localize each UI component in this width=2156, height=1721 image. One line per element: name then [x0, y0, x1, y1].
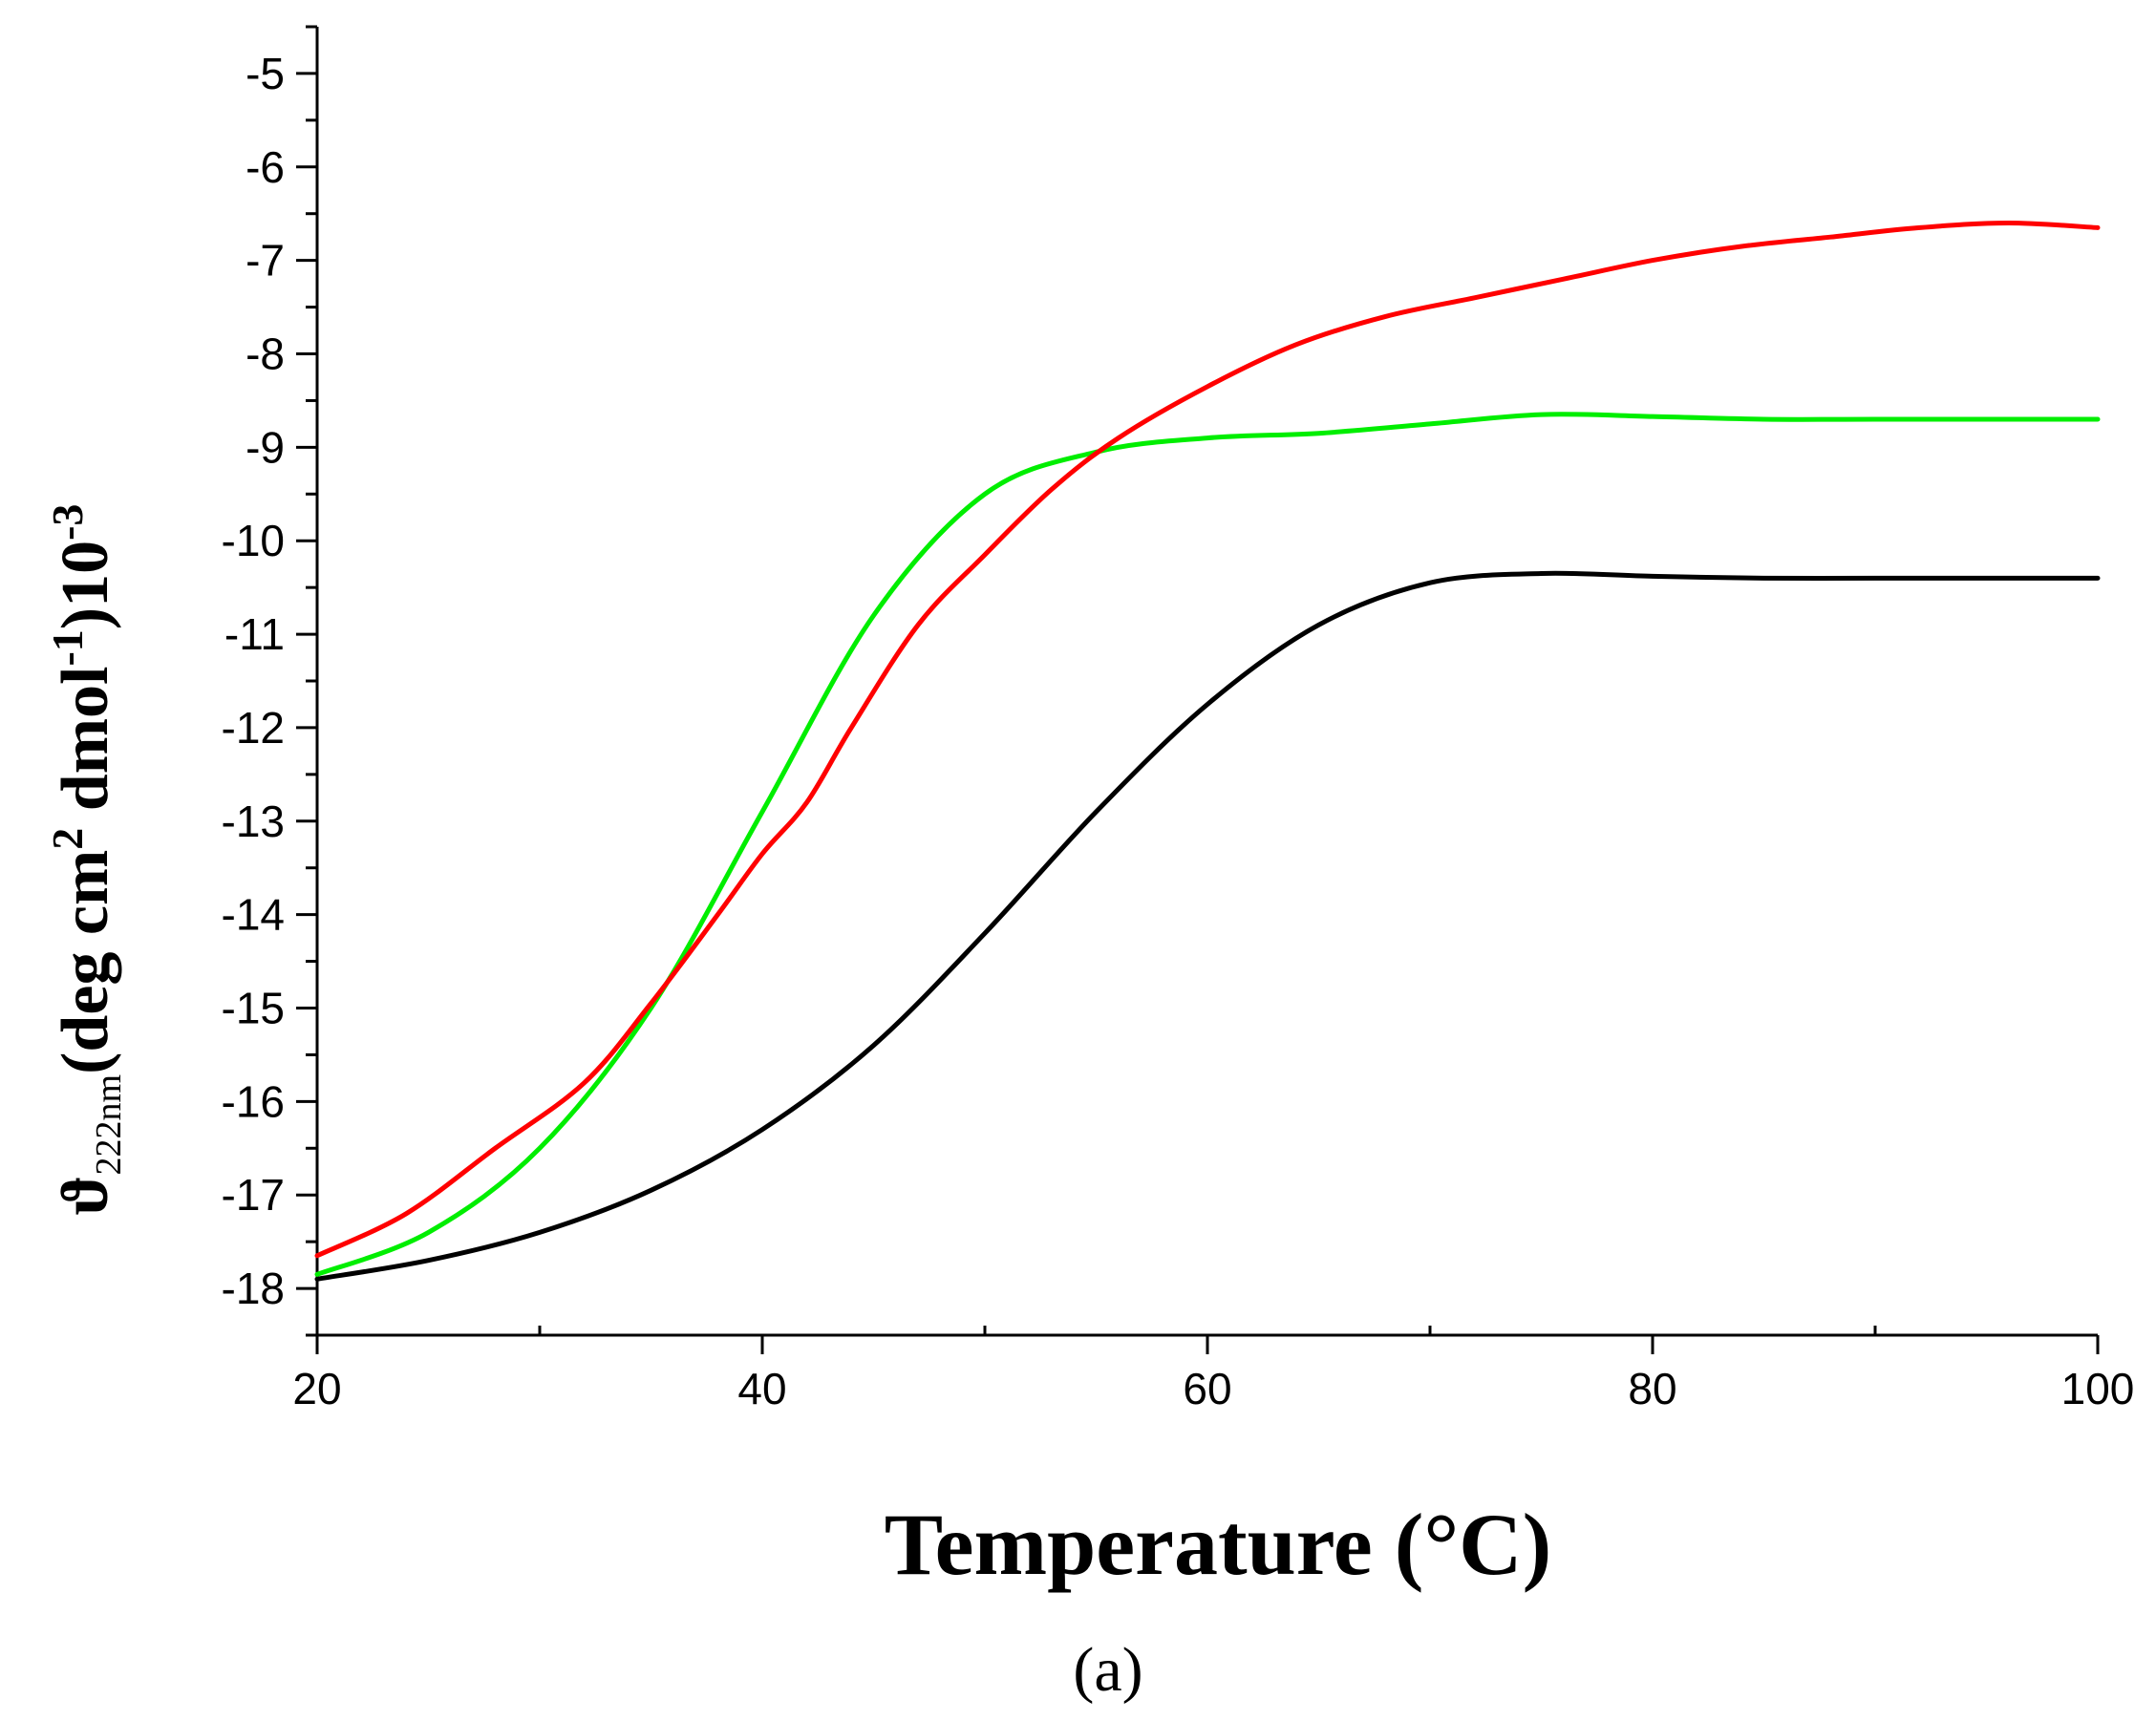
y-tick-label: -6 [245, 142, 285, 192]
y-axis-title-sup-3: -3 [43, 504, 92, 541]
y-axis-title-sup-1: 2 [43, 828, 92, 850]
figure-caption: (a) [1073, 1635, 1142, 1705]
x-tick-label: 20 [292, 1364, 341, 1413]
y-tick-label: -8 [245, 329, 285, 379]
y-tick-label: -9 [245, 422, 285, 472]
y-ticks: -18 -17 -16 -15 -14 -13 -12 -11 -10 -9 -8 -7 -6 -5 [222, 25, 317, 1337]
x-ticks: 20 40 60 80 100 [292, 1326, 2134, 1413]
y-axis-title-units-close: )10 [49, 541, 122, 629]
x-tick-label: 100 [2061, 1364, 2135, 1413]
series-line-black [314, 570, 2101, 1282]
y-axis-title: ϑ222nm(deg cm2 dmol-1)10-3 [43, 504, 129, 1216]
series-line-green [314, 412, 2101, 1277]
y-tick-label: -10 [222, 516, 285, 565]
x-tick-label: 40 [737, 1364, 786, 1413]
y-axis-title-units-mid: dmol [49, 667, 122, 828]
y-tick-label: -12 [222, 703, 285, 753]
y-axis-title-sup-2: -1 [43, 629, 92, 666]
x-tick-label: 60 [1183, 1364, 1231, 1413]
y-axis-title-symbol: ϑ [49, 1175, 122, 1215]
y-tick-label: -5 [245, 49, 285, 98]
y-axis-title-subscript: 222nm [89, 1074, 129, 1176]
series-lines [314, 221, 2101, 1282]
y-tick-label: -15 [222, 984, 285, 1033]
y-tick-label: -16 [222, 1076, 285, 1126]
y-tick-label: -14 [222, 890, 285, 940]
y-tick-label: -11 [224, 609, 285, 659]
x-tick-label: 80 [1628, 1364, 1676, 1413]
x-axis-title: Temperature (°C) [885, 1496, 1552, 1593]
y-axis-title-units: (deg cm [49, 850, 122, 1074]
y-tick-label: -7 [245, 236, 285, 286]
y-tick-label: -18 [222, 1264, 285, 1313]
series-line-red [314, 221, 2101, 1259]
axes [315, 27, 2098, 1337]
y-tick-label: -13 [222, 797, 285, 846]
y-tick-label: -17 [222, 1170, 285, 1220]
